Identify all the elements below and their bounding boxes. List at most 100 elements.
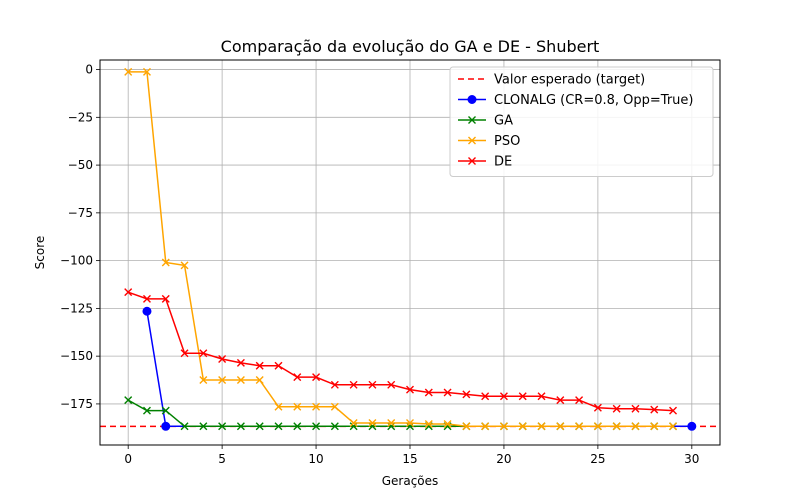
data-point-de [462, 390, 471, 399]
x-tick-label: 20 [496, 452, 511, 466]
x-tick-label: 10 [308, 452, 323, 466]
data-point-de [631, 404, 640, 413]
data-point-pso [368, 419, 377, 428]
data-point-pso [161, 258, 170, 267]
data-point-pso [443, 419, 452, 428]
y-tick-label: −125 [60, 301, 93, 315]
legend-label: PSO [494, 134, 520, 149]
x-tick-label: 30 [684, 452, 699, 466]
data-point-de [556, 396, 565, 405]
data-point-pso [631, 422, 640, 431]
data-point-pso [274, 402, 283, 411]
data-point-de [180, 349, 189, 358]
data-point-de [612, 404, 621, 413]
legend-entry: PSO [458, 134, 520, 149]
legend-label: DE [494, 155, 512, 170]
legend-box [449, 66, 714, 177]
data-point-pso [593, 422, 602, 431]
series-line-de [127, 291, 674, 412]
y-tick-label: 0 [85, 63, 93, 77]
x-tick-label: 15 [402, 452, 417, 466]
y-axis-label: Score [33, 236, 47, 270]
data-point-pso [462, 422, 471, 431]
x-tick-label: 5 [218, 452, 226, 466]
x-axis-label: Gerações [382, 474, 439, 488]
data-point-ga [312, 422, 321, 431]
data-point-de [330, 380, 339, 389]
data-point-ga [406, 422, 414, 431]
data-point-de [443, 388, 452, 397]
data-point-de [669, 406, 678, 415]
data-point-ga [274, 422, 283, 431]
data-point-clonalg-cr-0-8-opp-true [142, 306, 152, 316]
data-point-de [218, 355, 227, 364]
data-point-de [650, 405, 659, 414]
series-line-pso [128, 71, 674, 428]
data-point-ga [124, 396, 133, 405]
data-point-pso [180, 261, 189, 270]
data-point-ga [161, 406, 170, 415]
series-de [124, 288, 678, 415]
data-point-ga [387, 422, 396, 431]
series-pso [124, 67, 678, 431]
chart-title: Comparação da evolução do GA e DE - Shub… [221, 37, 600, 56]
data-point-pso [650, 422, 659, 431]
data-point-ga [218, 422, 227, 431]
data-point-de [274, 361, 283, 370]
legend-label: GA [494, 114, 513, 129]
data-point-de [406, 385, 414, 394]
y-tick-label: −150 [60, 349, 93, 363]
data-point-pso [330, 402, 339, 411]
legend-marker [468, 157, 476, 165]
y-tick-label: −175 [60, 397, 93, 411]
y-tick-label: −25 [68, 110, 93, 124]
data-point-clonalg-cr-0-8-opp-true [161, 421, 171, 431]
y-tick-label: −75 [68, 206, 93, 220]
data-point-ga [199, 422, 208, 431]
data-point-de [142, 294, 151, 303]
data-point-pso [255, 376, 264, 385]
legend: Valor esperado (target) CLONALG (CR=0.8, … [449, 66, 714, 177]
data-point-pso [612, 422, 621, 431]
data-point-de [518, 392, 527, 401]
data-point-pso [481, 422, 490, 431]
data-point-de [161, 294, 170, 303]
data-point-pso [518, 422, 527, 431]
data-point-pso [556, 422, 565, 431]
data-point-pso [312, 402, 321, 411]
legend-marker [468, 116, 476, 124]
data-point-de [312, 373, 321, 382]
legend-entry: CLONALG (CR=0.8, Opp=True) [458, 93, 693, 108]
data-point-ga [142, 406, 151, 415]
data-point-pso [669, 422, 678, 431]
ticks: 0 5 10 15 20 25 30 0 −25 −50 −75 −100 −125 −150 −175 [60, 63, 699, 466]
data-point-pso [236, 376, 245, 385]
legend-entry: GA [458, 114, 513, 129]
x-tick-label: 0 [124, 452, 132, 466]
data-point-pso [218, 376, 227, 385]
data-point-de [387, 380, 396, 389]
data-point-de [349, 380, 358, 389]
legend-label: Valor esperado (target) [494, 73, 645, 88]
data-point-pso [124, 67, 133, 76]
data-point-ga [330, 422, 339, 431]
data-point-de [255, 361, 264, 370]
data-point-pso [199, 376, 208, 385]
legend-marker [467, 95, 477, 104]
data-point-ga [255, 422, 264, 431]
data-point-pso [499, 422, 508, 431]
data-point-de [575, 396, 584, 405]
data-point-de [124, 288, 133, 297]
data-point-ga [180, 422, 189, 431]
data-point-de [236, 358, 245, 367]
data-point-pso [537, 422, 546, 431]
data-point-de [537, 392, 546, 401]
y-tick-label: −100 [60, 254, 93, 268]
data-point-pso [293, 402, 302, 411]
data-point-de [499, 392, 508, 401]
data-point-pso [424, 419, 433, 428]
legend-marker [468, 136, 476, 145]
legend-label: CLONALG (CR=0.8, Opp=True) [494, 93, 693, 108]
x-tick-label: 25 [590, 452, 605, 466]
